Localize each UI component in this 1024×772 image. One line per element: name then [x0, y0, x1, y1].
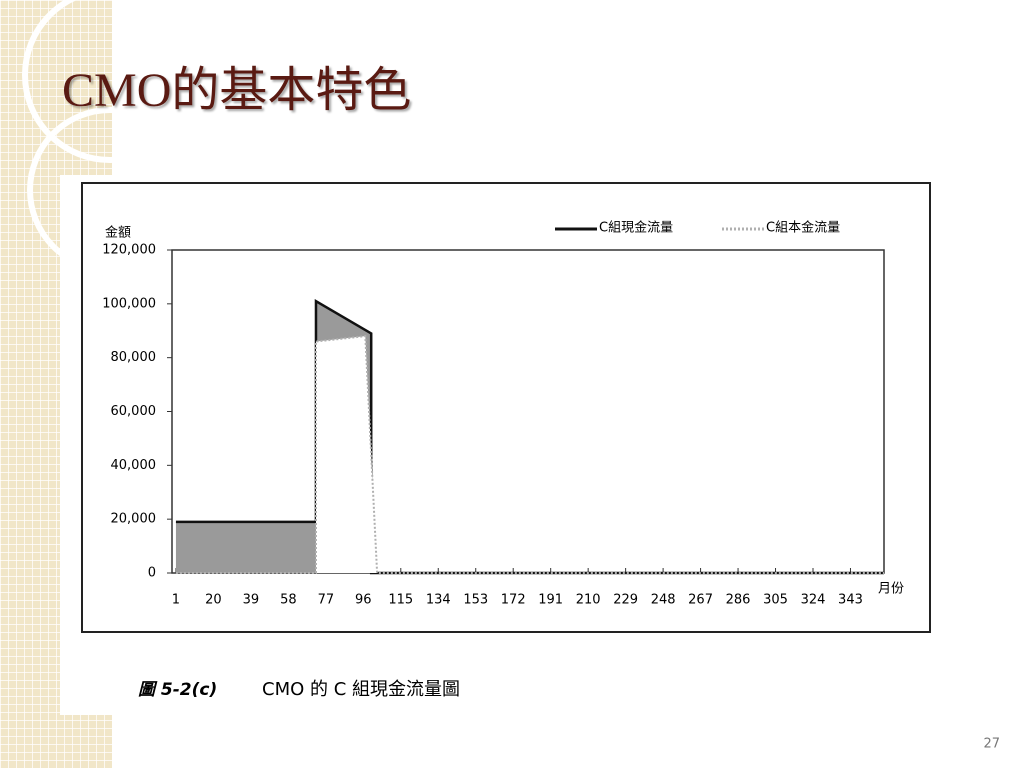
x-tick-label: 324: [801, 593, 826, 608]
y-tick-label: 80,000: [111, 350, 157, 365]
legend-label: C組現金流量: [599, 220, 673, 236]
y-tick-label: 120,000: [102, 243, 156, 258]
y-axis-label: 金額: [105, 225, 131, 241]
x-tick-label: 248: [651, 593, 676, 608]
x-tick-label: 267: [688, 593, 713, 608]
x-tick-label: 286: [726, 593, 751, 608]
legend-label: C組本金流量: [766, 220, 840, 236]
plot: 0 20,000 40,000 60,000 80,000 100,000 120,000 1…: [102, 220, 885, 608]
x-tick-label: 1: [172, 593, 180, 608]
x-tick-label: 39: [243, 593, 260, 608]
y-tick-label: 20,000: [111, 512, 157, 527]
page-number: 27: [983, 737, 1000, 752]
y-tick-label: 0: [148, 566, 156, 581]
x-tick-label: 210: [576, 593, 601, 608]
y-tick-label: 60,000: [111, 404, 157, 419]
area: [175, 336, 885, 573]
x-tick-label: 115: [388, 593, 413, 608]
x-axis-label: 月份: [878, 582, 904, 597]
x-tick-label: 134: [426, 593, 451, 608]
x-tick-label: 191: [538, 593, 563, 608]
series-line: [175, 335, 884, 574]
x-tick-label: 153: [463, 593, 488, 608]
x-tick-label: 343: [838, 593, 863, 608]
y-tick-label: 40,000: [111, 458, 157, 473]
x-tick-label: 172: [501, 593, 526, 608]
x-tick-label: 96: [355, 593, 372, 608]
slide-title: CMO的基本特色: [62, 64, 411, 117]
chart-frame: [81, 182, 931, 633]
decor-ring: [22, 0, 198, 163]
x-tick-label: 20: [205, 593, 222, 608]
x-tick-label: 229: [613, 593, 638, 608]
x-tick-label: 77: [318, 593, 335, 608]
x-tick-label: 305: [763, 593, 788, 608]
y-tick-label: 100,000: [102, 296, 156, 311]
caption-figure: 圖 5-2(c): [138, 680, 217, 700]
x-tick-label: 58: [280, 593, 297, 608]
caption-text: CMO 的 C 組現金流量圖: [262, 679, 460, 700]
